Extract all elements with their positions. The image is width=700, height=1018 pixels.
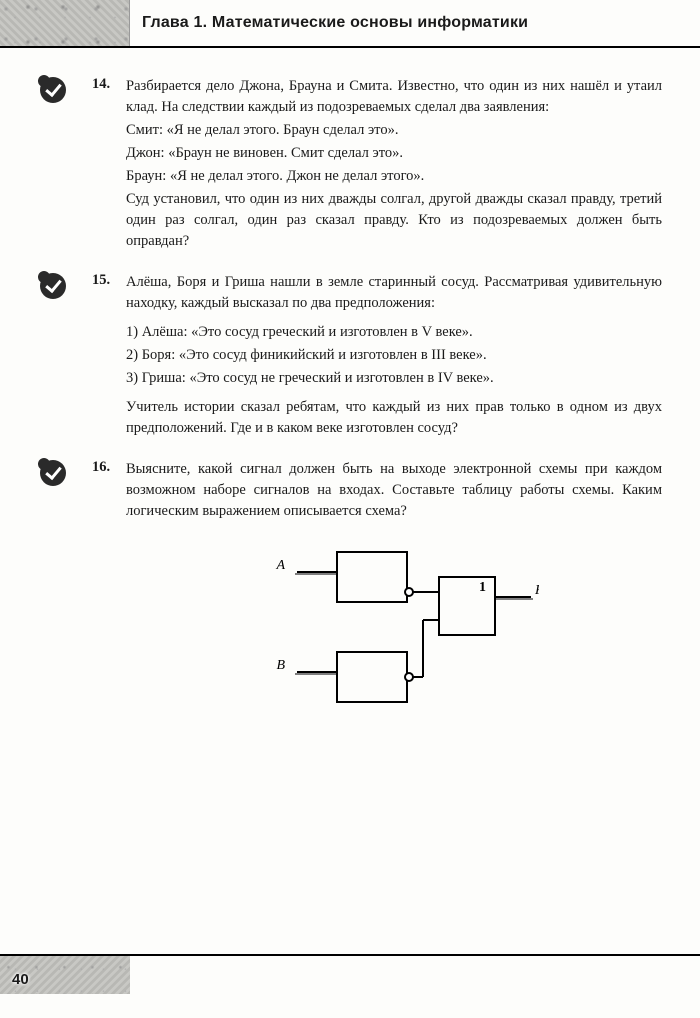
problem-text: Выясните, какой сигнал должен быть на вы… xyxy=(126,459,662,732)
problem-number: 16. xyxy=(92,459,126,476)
logic-diagram: A B F 1 xyxy=(126,542,662,732)
problem-16: 16. Выясните, какой сигнал должен быть н… xyxy=(40,459,662,732)
p14-john: Джон: «Браун не виновен. Смит сделал это… xyxy=(126,143,662,164)
p15-intro: Алёша, Боря и Гриша нашли в земле старин… xyxy=(126,272,662,314)
check-icon xyxy=(40,273,66,299)
svg-text:A: A xyxy=(275,558,285,573)
content-area: 14. Разбирается дело Джона, Брауна и Сми… xyxy=(0,48,700,770)
problem-text: Алёша, Боря и Гриша нашли в земле старин… xyxy=(126,272,662,441)
p14-question: Суд установил, что один из них дважды со… xyxy=(126,189,662,252)
p14-intro: Разбирается дело Джона, Брауна и Смита. … xyxy=(126,76,662,118)
p16-text: Выясните, какой сигнал должен быть на вы… xyxy=(126,459,662,522)
page-header: Глава 1. Математические основы информати… xyxy=(0,0,700,48)
logic-circuit-svg: A B F 1 xyxy=(249,542,539,732)
header-texture xyxy=(0,0,130,46)
problem-14: 14. Разбирается дело Джона, Брауна и Сми… xyxy=(40,76,662,254)
p15-item1: 1) Алёша: «Это сосуд греческий и изготов… xyxy=(126,322,662,343)
svg-text:1: 1 xyxy=(479,580,486,595)
problem-text: Разбирается дело Джона, Брауна и Смита. … xyxy=(126,76,662,254)
page-footer: 40 xyxy=(0,954,700,994)
svg-text:B: B xyxy=(276,658,285,673)
p14-brown: Браун: «Я не делал этого. Джон не делал … xyxy=(126,166,662,187)
p15-item2: 2) Боря: «Это сосуд финикийский и изгото… xyxy=(126,345,662,366)
problem-number: 14. xyxy=(92,76,126,93)
problem-15: 15. Алёша, Боря и Гриша нашли в земле ст… xyxy=(40,272,662,441)
p15-item3: 3) Гриша: «Это сосуд не греческий и изго… xyxy=(126,368,662,389)
chapter-title: Глава 1. Математические основы информати… xyxy=(130,14,528,32)
p14-smith: Смит: «Я не делал этого. Браун сделал эт… xyxy=(126,120,662,141)
check-icon xyxy=(40,77,66,103)
footer-texture: 40 xyxy=(0,956,130,994)
svg-text:F: F xyxy=(534,583,539,598)
problem-number: 15. xyxy=(92,272,126,289)
p15-outro: Учитель истории сказал ребятам, что кажд… xyxy=(126,397,662,439)
page-number: 40 xyxy=(12,971,29,988)
check-icon xyxy=(40,460,66,486)
